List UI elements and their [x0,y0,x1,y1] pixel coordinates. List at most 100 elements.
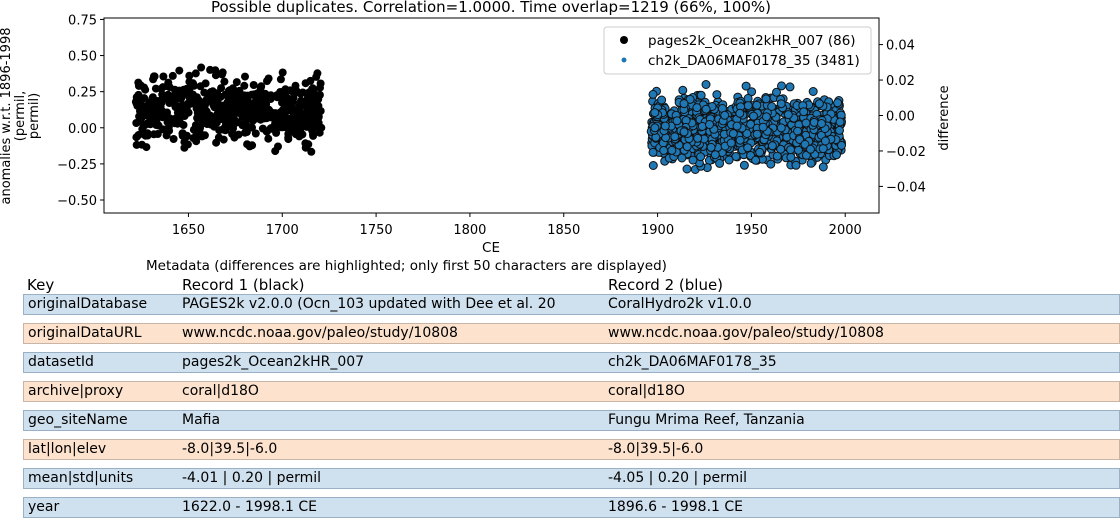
data-point [220,112,229,121]
data-point [220,77,229,86]
metadata-row: archive|proxy coral|d18O coral|d18O [23,381,1120,402]
data-point [755,147,765,157]
data-point [312,107,321,116]
data-point [776,144,786,154]
y-right-tick-label: 0.00 [886,110,915,125]
data-point [142,105,151,114]
data-point [806,158,816,168]
data-point [312,93,321,102]
data-point [743,101,753,111]
data-point [735,108,745,118]
data-point [244,123,253,131]
metadata-row: datasetId pages2k_Ocean2kHR_007 ch2k_DA06M… [23,352,1120,373]
data-point [688,155,698,165]
data-point [307,121,316,130]
data-point [266,124,275,133]
data-point [743,143,753,153]
data-point [715,158,725,168]
data-point [751,155,761,165]
data-point [818,144,828,154]
data-point [672,116,682,126]
data-point [134,131,143,139]
y-right-axis-label: difference [937,85,952,150]
data-point [140,121,149,130]
data-point [712,90,722,100]
y-right-tick-label: 0.04 [886,39,915,54]
metadata-key-cell: archive|proxy [28,383,124,399]
data-point [191,69,200,78]
data-point [298,88,307,97]
data-point [710,150,720,160]
header-record-1: Record 1 (black) [182,276,305,294]
data-point [312,72,321,81]
data-point [302,110,311,119]
data-point [791,160,801,170]
data-point [247,90,256,99]
data-point [249,81,258,89]
data-point [307,147,316,156]
duplicate-comparison-chart: Possible duplicates. Correlation=1.0000.… [0,0,952,256]
data-point [195,101,204,110]
record-1-cell: Mafia [182,412,221,428]
metadata-key-cell: year [28,499,60,515]
data-point [316,79,325,88]
data-point [761,112,771,122]
data-point [248,141,257,150]
record-2-cell: Fungu Mrima Reef, Tanzania [608,412,805,428]
data-point [264,74,273,83]
y-right-tick-label: −0.04 [886,180,926,195]
metadata-key-cell: geo_siteName [28,412,128,428]
metadata-caption: Metadata (differences are highlighted; o… [146,258,667,274]
data-point [809,117,819,127]
data-point [238,121,247,130]
data-point [801,118,811,128]
data-point [786,145,796,155]
data-point [175,66,184,75]
data-point [258,106,266,114]
y-tick-label: −0.25 [57,158,97,173]
record-2-cell: CoralHydro2k v1.0.0 [608,296,752,312]
data-point [767,141,777,151]
data-point [138,112,147,121]
data-point [273,120,282,128]
data-point [776,123,786,133]
legend-marker-2 [621,57,627,63]
data-point [251,129,260,138]
data-point [726,138,736,148]
data-point [169,135,178,143]
data-point [132,119,141,127]
data-point [692,103,702,113]
x-tick-label: 1650 [172,223,205,238]
data-point [701,80,711,89]
legend-label-1: pages2k_Ocean2kHR_007 (86) [648,33,856,49]
data-point [252,96,261,105]
data-point [301,139,310,148]
data-point [799,107,809,117]
legend-marker-1 [620,36,628,44]
data-point [230,115,239,124]
legend-box [603,26,872,75]
data-point [678,85,688,95]
data-point [132,140,141,149]
data-point [291,125,300,134]
data-point [232,78,241,87]
data-point [178,101,187,110]
data-point [837,140,846,150]
data-point [179,121,188,129]
data-point [164,78,173,87]
data-point [197,63,206,72]
data-point [832,150,841,160]
data-point [196,82,205,91]
data-point [648,147,658,157]
record-2-cell: www.ncdc.noaa.gov/paleo/study/10808 [608,325,884,341]
metadata-row: year 1622.0 - 1998.1 CE 1896.6 - 1998.1 CE [23,497,1120,518]
y-tick-label: −0.50 [57,194,97,209]
axes: 1650 1700 1750 1800 1850 1900 1950 2000 −0.50 −0.… [0,13,952,238]
data-point [291,105,300,114]
metadata-row: lat|lon|elev -8.0|39.5|-6.0 -8.0|39.5|-6.0 [23,439,1120,460]
data-point [159,83,167,92]
data-point [278,68,287,77]
data-point [165,126,174,135]
data-point [752,129,762,139]
metadata-key-cell: originalDatabase [28,296,148,312]
